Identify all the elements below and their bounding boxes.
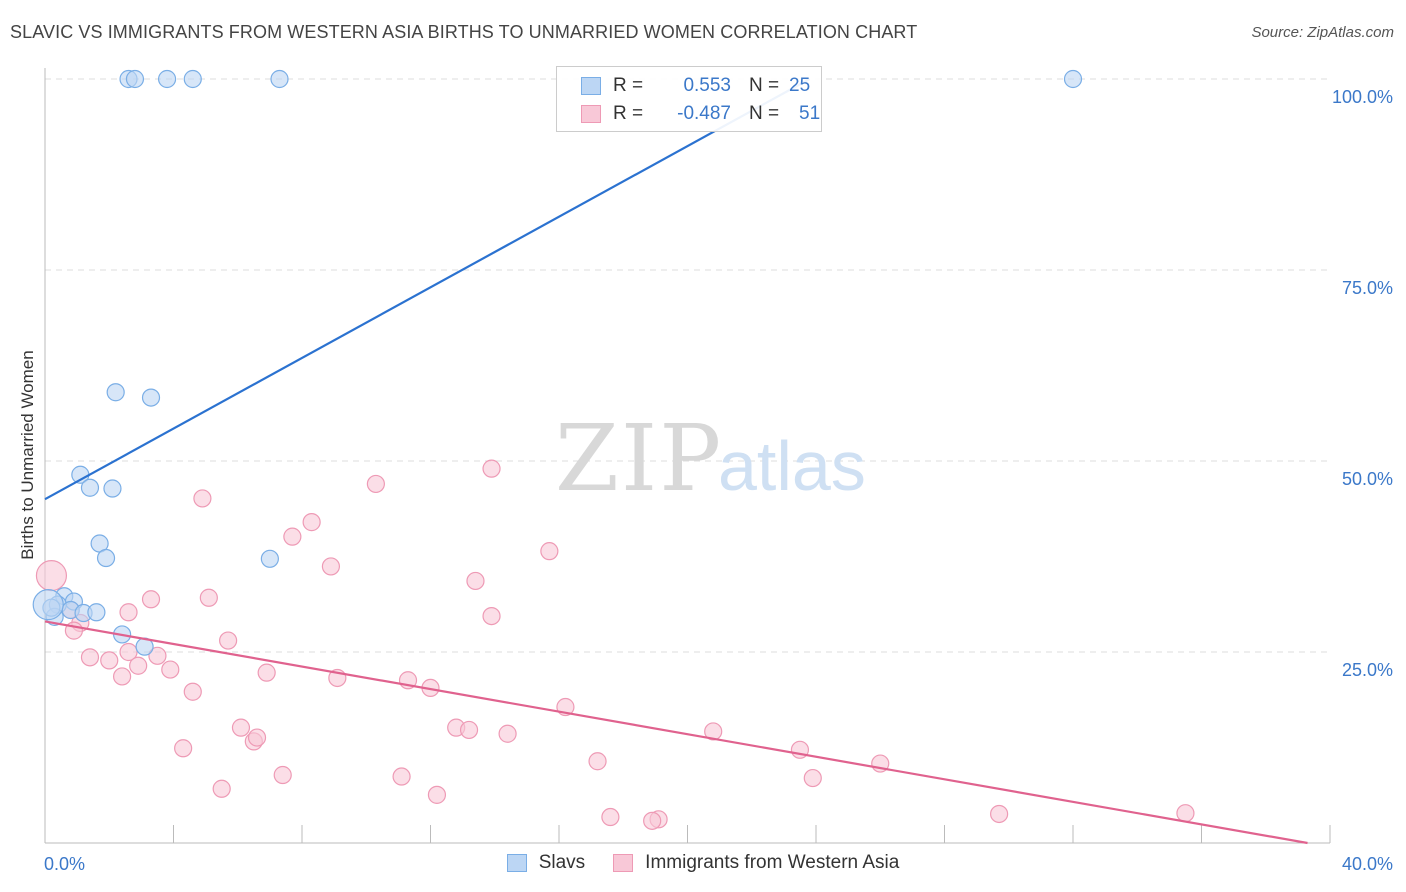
y-tick-label: 100.0% bbox=[1332, 87, 1393, 107]
immigrants-point bbox=[141, 590, 161, 609]
immigrants-point bbox=[601, 807, 620, 827]
slavs-point bbox=[270, 69, 289, 89]
series-legend: Slavs Immigrants from Western Asia bbox=[0, 852, 1406, 874]
immigrants-trend-line bbox=[44, 620, 1308, 845]
slavs-legend-swatch bbox=[506, 854, 527, 872]
immigrants-point bbox=[482, 606, 501, 626]
data-points bbox=[32, 69, 1195, 830]
slavs-point bbox=[1063, 69, 1083, 89]
immigrants-point bbox=[148, 646, 167, 665]
x-tick-label: 0.0% bbox=[44, 854, 85, 874]
r-value: 0.553 bbox=[683, 75, 731, 96]
slavs-point bbox=[260, 549, 279, 568]
immigrants-point bbox=[466, 571, 485, 591]
n-label: N = bbox=[749, 75, 780, 96]
y-tick-label: 25.0% bbox=[1342, 660, 1393, 680]
immigrants-point bbox=[588, 752, 607, 771]
immigrants-point bbox=[35, 559, 68, 592]
immigrants-point bbox=[482, 459, 501, 478]
r-label: R = bbox=[613, 75, 644, 96]
immigrants-point bbox=[257, 663, 276, 682]
watermark-zip: ZIP bbox=[555, 405, 723, 512]
immigrants-point bbox=[302, 513, 321, 532]
gridlines bbox=[45, 78, 1330, 653]
immigrants-point bbox=[119, 642, 138, 662]
immigrants-point bbox=[219, 631, 238, 650]
watermark: ZIP atlas bbox=[555, 405, 866, 512]
immigrants-point bbox=[427, 785, 447, 804]
immigrants-point bbox=[990, 804, 1009, 824]
immigrants-point bbox=[100, 651, 119, 670]
y-tick-label: 75.0% bbox=[1342, 278, 1393, 298]
legend-item-slavs: Slavs bbox=[506, 852, 586, 874]
y-tick-label: 50.0% bbox=[1342, 469, 1393, 489]
immigrants-point bbox=[231, 718, 251, 737]
chart-title: SLAVIC VS IMMIGRANTS FROM WESTERN ASIA B… bbox=[10, 22, 918, 42]
slavs-point bbox=[106, 383, 125, 402]
slavs-point bbox=[141, 388, 161, 407]
r-label: R = bbox=[613, 103, 644, 124]
immigrants-point bbox=[112, 667, 132, 686]
trend-lines bbox=[44, 78, 1308, 845]
immigrants-point bbox=[704, 722, 723, 741]
immigrants-point bbox=[1176, 804, 1195, 823]
n-value: 51 bbox=[799, 103, 821, 124]
immigrants-point bbox=[498, 724, 517, 743]
immigrants-point bbox=[283, 527, 302, 546]
slavs-point bbox=[96, 548, 116, 568]
legend-item-immigrants: Immigrants from Western Asia bbox=[613, 852, 899, 874]
immigrants-point bbox=[161, 660, 180, 679]
immigrants-point bbox=[183, 682, 202, 701]
legend-label-immigrants: Immigrants from Western Asia bbox=[645, 852, 900, 873]
immigrants-point bbox=[174, 739, 193, 758]
n-value: 25 bbox=[789, 75, 811, 96]
legend-row-immigrants: R = -0.487 N = 51 bbox=[557, 101, 820, 127]
r-value: -0.487 bbox=[677, 103, 731, 124]
immigrants-swatch bbox=[581, 105, 601, 123]
immigrants-point bbox=[199, 588, 218, 607]
slavs-trend-line bbox=[44, 78, 811, 501]
immigrants-point bbox=[803, 768, 822, 788]
immigrants-point bbox=[643, 811, 662, 830]
immigrants-point bbox=[540, 542, 559, 561]
immigrants-point bbox=[119, 603, 138, 622]
immigrants-point bbox=[321, 557, 341, 576]
n-label: N = bbox=[749, 103, 780, 124]
immigrants-point bbox=[212, 779, 231, 798]
immigrants-point bbox=[129, 656, 148, 675]
slavs-point bbox=[87, 603, 106, 622]
watermark-atlas: atlas bbox=[718, 427, 866, 505]
slavs-point bbox=[80, 478, 100, 497]
immigrants-point bbox=[392, 767, 411, 786]
axes bbox=[44, 68, 1331, 844]
slavs-point bbox=[183, 69, 202, 89]
immigrants-point bbox=[247, 728, 267, 747]
slavs-point bbox=[125, 69, 145, 89]
x-tick-label: 40.0% bbox=[1342, 854, 1393, 874]
immigrants-point bbox=[366, 474, 385, 494]
legend-row-slavs: R = 0.553 N = 25 bbox=[557, 73, 810, 99]
immigrants-point bbox=[273, 765, 292, 785]
slavs-swatch bbox=[581, 77, 601, 95]
immigrants-legend-swatch bbox=[613, 854, 634, 872]
slavs-point bbox=[157, 69, 177, 89]
immigrants-point bbox=[80, 648, 100, 667]
source-note: Source: ZipAtlas.com bbox=[1251, 24, 1394, 41]
slavs-point bbox=[103, 479, 122, 498]
tick-labels: 25.0% 50.0% 75.0% 100.0% 0.0% 40.0% bbox=[44, 87, 1393, 874]
immigrants-point bbox=[193, 489, 212, 508]
slavs-point bbox=[32, 589, 64, 621]
legend-label-slavs: Slavs bbox=[538, 852, 586, 873]
stats-legend: R = 0.553 N = 25 R = -0.487 N = 51 bbox=[556, 66, 822, 132]
immigrants-point bbox=[459, 720, 479, 740]
